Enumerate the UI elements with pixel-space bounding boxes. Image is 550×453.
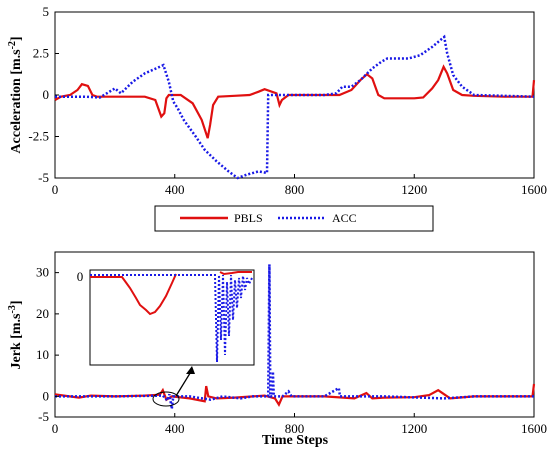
accel-xtick-label: 0 <box>52 182 59 197</box>
jerk-y-axis-label: Jerk [m.s-3] <box>7 300 24 369</box>
accel-ytick-label: -2.5 <box>28 129 49 144</box>
accel-ytick-label: 2.5 <box>33 46 49 61</box>
accel-series-acc <box>55 34 535 180</box>
inset-tick-zero: 0 <box>77 269 84 284</box>
jerk-ytick-label: 30 <box>36 265 49 280</box>
zoom-marker-ellipse <box>152 391 180 407</box>
zoom-inset: 0 <box>77 269 255 366</box>
inset-pbls-tail <box>219 271 252 276</box>
jerk-xtick-label: 1200 <box>401 421 427 436</box>
inset-pbls-line <box>90 273 177 316</box>
jerk-ytick-label: 20 <box>36 306 49 321</box>
accel-ytick-label: -5 <box>38 170 49 185</box>
inset-acc-line <box>90 274 253 363</box>
jerk-series-pbls <box>54 383 536 407</box>
accel-ytick-label: 5 <box>43 4 50 19</box>
zoom-arrow-head <box>186 366 195 374</box>
accel-panel: 0 400 800 1200 1600 5 2.5 0 -2.5 -5 Acceleration … <box>7 4 547 197</box>
jerk-series-acc <box>55 264 534 410</box>
zoom-arrow-line <box>175 369 193 397</box>
accel-xtick-label: 800 <box>285 182 305 197</box>
x-axis-label: Time Steps <box>262 433 329 448</box>
accel-ticks: 0 400 800 1200 1600 5 2.5 0 -2.5 -5 <box>28 4 547 197</box>
jerk-xtick-label: 0 <box>52 421 59 436</box>
legend-label-acc: ACC <box>332 211 357 225</box>
jerk-ytick-label: -5 <box>38 409 49 424</box>
accel-xtick-label: 1600 <box>521 182 547 197</box>
accel-series-group <box>54 34 536 180</box>
accel-y-axis-label: Acceleration [m.s-2] <box>7 36 24 153</box>
legend: PBLS ACC <box>154 205 434 232</box>
accel-xtick-label: 1200 <box>401 182 427 197</box>
accel-xtick-label: 400 <box>165 182 185 197</box>
accel-series-pbls <box>54 64 536 139</box>
legend-label-pbls: PBLS <box>234 211 263 225</box>
jerk-xtick-label: 1600 <box>521 421 547 436</box>
jerk-xtick-label: 400 <box>165 421 185 436</box>
jerk-xtick-label: 800 <box>285 421 305 436</box>
accel-ytick-label: 0 <box>43 87 50 102</box>
jerk-ytick-label: 10 <box>36 347 49 362</box>
jerk-ytick-label: 0 <box>43 388 50 403</box>
